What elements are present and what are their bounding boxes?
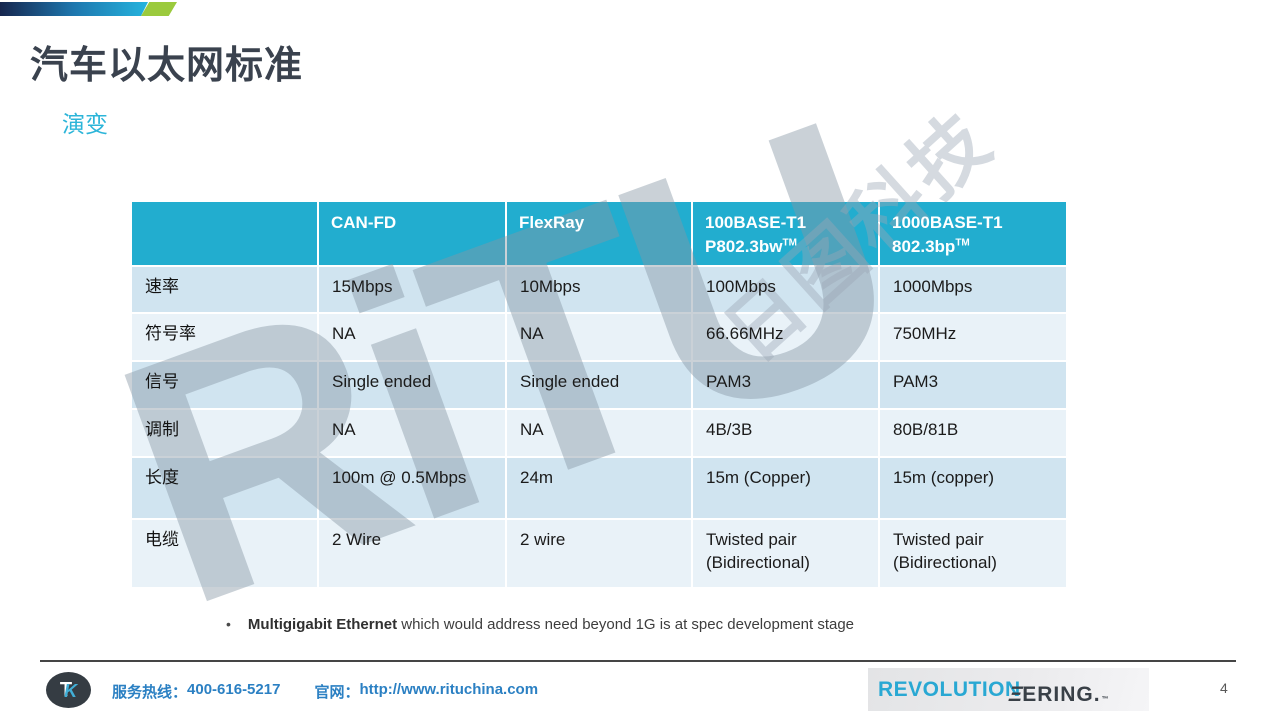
table-header-canfd: CAN-FD — [319, 202, 505, 265]
table-cell: 15m (Copper) — [693, 458, 878, 518]
table-cell: NA — [319, 314, 505, 360]
hotline-number: 400-616-5217 — [187, 681, 281, 698]
row-label-modulation: 调制 — [132, 410, 317, 456]
table-cell: Single ended — [507, 362, 691, 408]
revolutioneering-logo: REVOLUTION Ξ ERING. ™ — [868, 668, 1149, 711]
logo-text-revolution: REVOLUTION — [878, 677, 1021, 701]
row-label-length: 长度 — [132, 458, 317, 518]
row-label-signal: 信号 — [132, 362, 317, 408]
row-label-symbol-rate: 符号率 — [132, 314, 317, 360]
table-cell: 4B/3B — [693, 410, 878, 456]
table-cell: 80B/81B — [880, 410, 1066, 456]
table-cell: 100Mbps — [693, 267, 878, 312]
ritu-tk-logo: T K — [46, 672, 91, 708]
table-header-100base: 100BASE-T1 P802.3bwTM — [693, 202, 878, 265]
table-header-1000base: 1000BASE-T1 802.3bpTM — [880, 202, 1066, 265]
website-link[interactable]: http://www.rituchina.com — [359, 681, 539, 698]
table-cell: Twisted pair (Bidirectional) — [880, 520, 1066, 587]
row-label-speed: 速率 — [132, 267, 317, 312]
top-gradient-bar — [0, 2, 148, 16]
footer-contact: 服务热线： 400-616-5217 官网： http://www.rituch… — [112, 681, 538, 702]
table-cell: PAM3 — [880, 362, 1066, 408]
table-cell: 10Mbps — [507, 267, 691, 312]
standards-table: CAN-FD FlexRay 100BASE-T1 P802.3bwTM 1000… — [132, 202, 1066, 587]
row-label-cable: 电缆 — [132, 520, 317, 587]
footer-divider — [40, 660, 1236, 662]
page-title: 汽车以太网标准 — [30, 45, 304, 87]
page-subtitle: 演变 — [62, 111, 108, 137]
table-cell: NA — [319, 410, 505, 456]
table-cell: 66.66MHz — [693, 314, 878, 360]
table-cell: 1000Mbps — [880, 267, 1066, 312]
table-header-empty — [132, 202, 317, 265]
table-cell: 24m — [507, 458, 691, 518]
table-cell: 15Mbps — [319, 267, 505, 312]
website-label: 官网： — [314, 684, 360, 701]
table-cell: 100m @ 0.5Mbps — [319, 458, 505, 518]
table-header-flexray: FlexRay — [507, 202, 691, 265]
table-cell: NA — [507, 314, 691, 360]
hotline-label: 服务热线： — [112, 684, 188, 701]
logo-text-eering: Ξ ERING. ™ — [1005, 682, 1110, 706]
table-cell: 750MHz — [880, 314, 1066, 360]
top-green-accent — [141, 2, 177, 16]
table-cell: NA — [507, 410, 691, 456]
bullet-icon: • — [226, 616, 231, 632]
table-cell: Single ended — [319, 362, 505, 408]
page-number: 4 — [1220, 680, 1228, 696]
table-cell: 2 Wire — [319, 520, 505, 587]
footnote-bullet: • Multigigabit Ethernet which would addr… — [226, 616, 854, 633]
table-cell: 15m (copper) — [880, 458, 1066, 518]
table-cell: PAM3 — [693, 362, 878, 408]
footnote-text: Multigigabit Ethernet which would addres… — [247, 616, 855, 633]
table-cell: Twisted pair (Bidirectional) — [693, 520, 878, 587]
table-cell: 2 wire — [507, 520, 691, 587]
